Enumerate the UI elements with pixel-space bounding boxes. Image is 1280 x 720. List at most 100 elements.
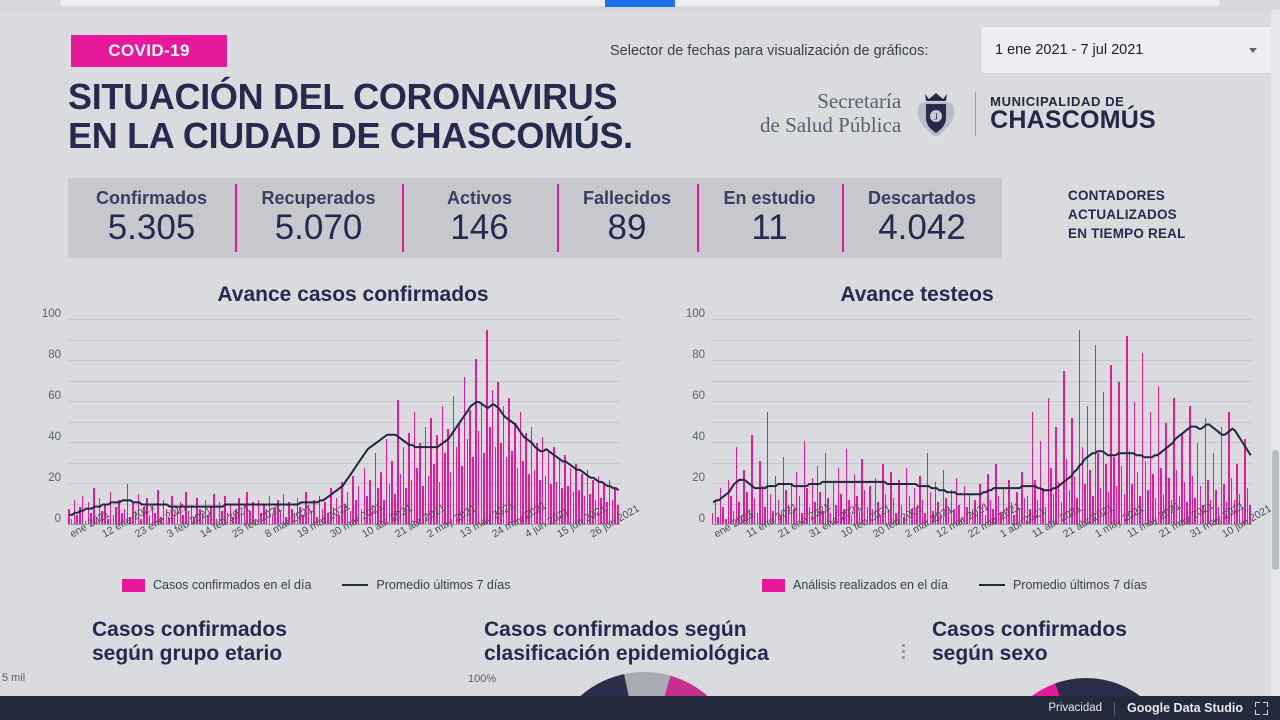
bar [541,436,544,525]
bar [84,520,87,525]
bar [1123,494,1125,525]
bar [945,498,947,525]
bar [1115,486,1118,525]
bar [1175,469,1178,525]
chart-avance-testeos[interactable]: 0 20 40 60 80 100 [686,308,1252,525]
date-range-selector[interactable]: 1 ene 2021 - 7 jul 2021 [981,27,1271,73]
legend-item-line-left: Promedio últimos 7 días [342,578,511,592]
bar [430,418,432,525]
bar [822,510,824,525]
page-title: SITUACIÓN DEL CORONAVIRUS EN LA CIUDAD D… [68,76,748,156]
counter-value: 5.305 [107,208,196,247]
report-footer: Privacidad Google Data Studio [0,696,1280,720]
privacy-link[interactable]: Privacidad [1048,702,1103,714]
footer-divider [1114,701,1116,715]
bar [1183,481,1186,525]
bar [861,459,863,525]
browser-active-tab[interactable] [605,0,675,7]
bar [1210,500,1212,525]
legend-label-line-left: Promedio últimos 7 días [376,578,511,592]
logo-divider [975,92,977,136]
section-title-grupo-etario: Casos confirmados según grupo etario [92,618,287,667]
bar [1047,397,1049,525]
gridline [712,339,1252,341]
bar [349,510,352,525]
bar [727,479,730,525]
page-title-line1: SITUACIÓN DEL CORONAVIRUS [68,76,618,117]
y-axis-tick: 60 [48,390,61,402]
bar [346,492,349,525]
bar [751,434,753,525]
bar [324,502,327,525]
bar [502,406,505,525]
bar [717,516,719,525]
bar [1165,422,1167,525]
legend-item-bars-right: Análisis realizados en el día [762,578,948,592]
bar [1141,352,1144,525]
gridline [712,319,1252,320]
legend-swatch-line [978,584,1005,586]
bar [740,514,743,525]
bar [801,512,803,525]
bar [70,518,73,525]
bar [1207,479,1209,525]
bar [1010,502,1013,525]
bar [611,500,614,525]
bar [937,502,939,525]
gridline [712,442,1252,443]
google-data-studio-brand[interactable]: Google Data Studio [1127,701,1243,715]
counter-label: Recuperados [261,188,376,209]
bar [229,504,232,525]
bar [1147,490,1149,525]
bar [966,506,968,525]
bar [254,518,257,525]
bar [1052,494,1055,525]
y-axis-tick: 80 [692,349,705,361]
bar [1233,500,1236,525]
gridline [712,462,1252,464]
legend-label-line-right: Promedio últimos 7 días [1012,578,1148,592]
bar [1084,484,1086,525]
page-scrollbar[interactable] [1271,10,1280,710]
svg-text:J: J [934,112,938,122]
gridline [712,380,1252,382]
scrollbar-thumb[interactable] [1272,450,1279,570]
bar [165,508,168,525]
bar [958,504,960,525]
bar [394,494,396,525]
bar [134,510,137,525]
bar [123,508,126,525]
bar [313,500,315,525]
bar [1181,432,1183,525]
bar [477,430,480,525]
bar [558,459,561,525]
bar [494,447,497,525]
bar [714,500,717,525]
y-axis-tick: 60 [692,390,705,402]
bar [947,506,950,525]
page-title-line2: EN LA CIUDAD DE CHASCOMÚS. [68,114,633,156]
chart-avance-casos-confirmados[interactable]: 0 20 40 60 80 100 [42,308,620,525]
bar [291,508,293,525]
bar [318,496,321,525]
bar [344,504,346,525]
gridline [68,442,620,443]
bar [369,479,371,525]
bar [204,500,207,525]
bar [196,498,198,525]
bar [385,438,388,525]
chart-options-menu-icon[interactable] [902,644,906,659]
bar [583,496,586,525]
bar [1016,492,1018,525]
bar [1173,397,1175,525]
bar [992,508,994,525]
bar [1107,492,1110,525]
bar [798,496,800,525]
bar [903,516,905,525]
bar [157,490,159,525]
average-line-series [712,423,1252,504]
fullscreen-icon[interactable] [1255,701,1268,715]
bar [1092,496,1094,525]
bar [793,508,795,525]
counters-note-line3: EN TIEMPO REAL [1068,226,1186,242]
